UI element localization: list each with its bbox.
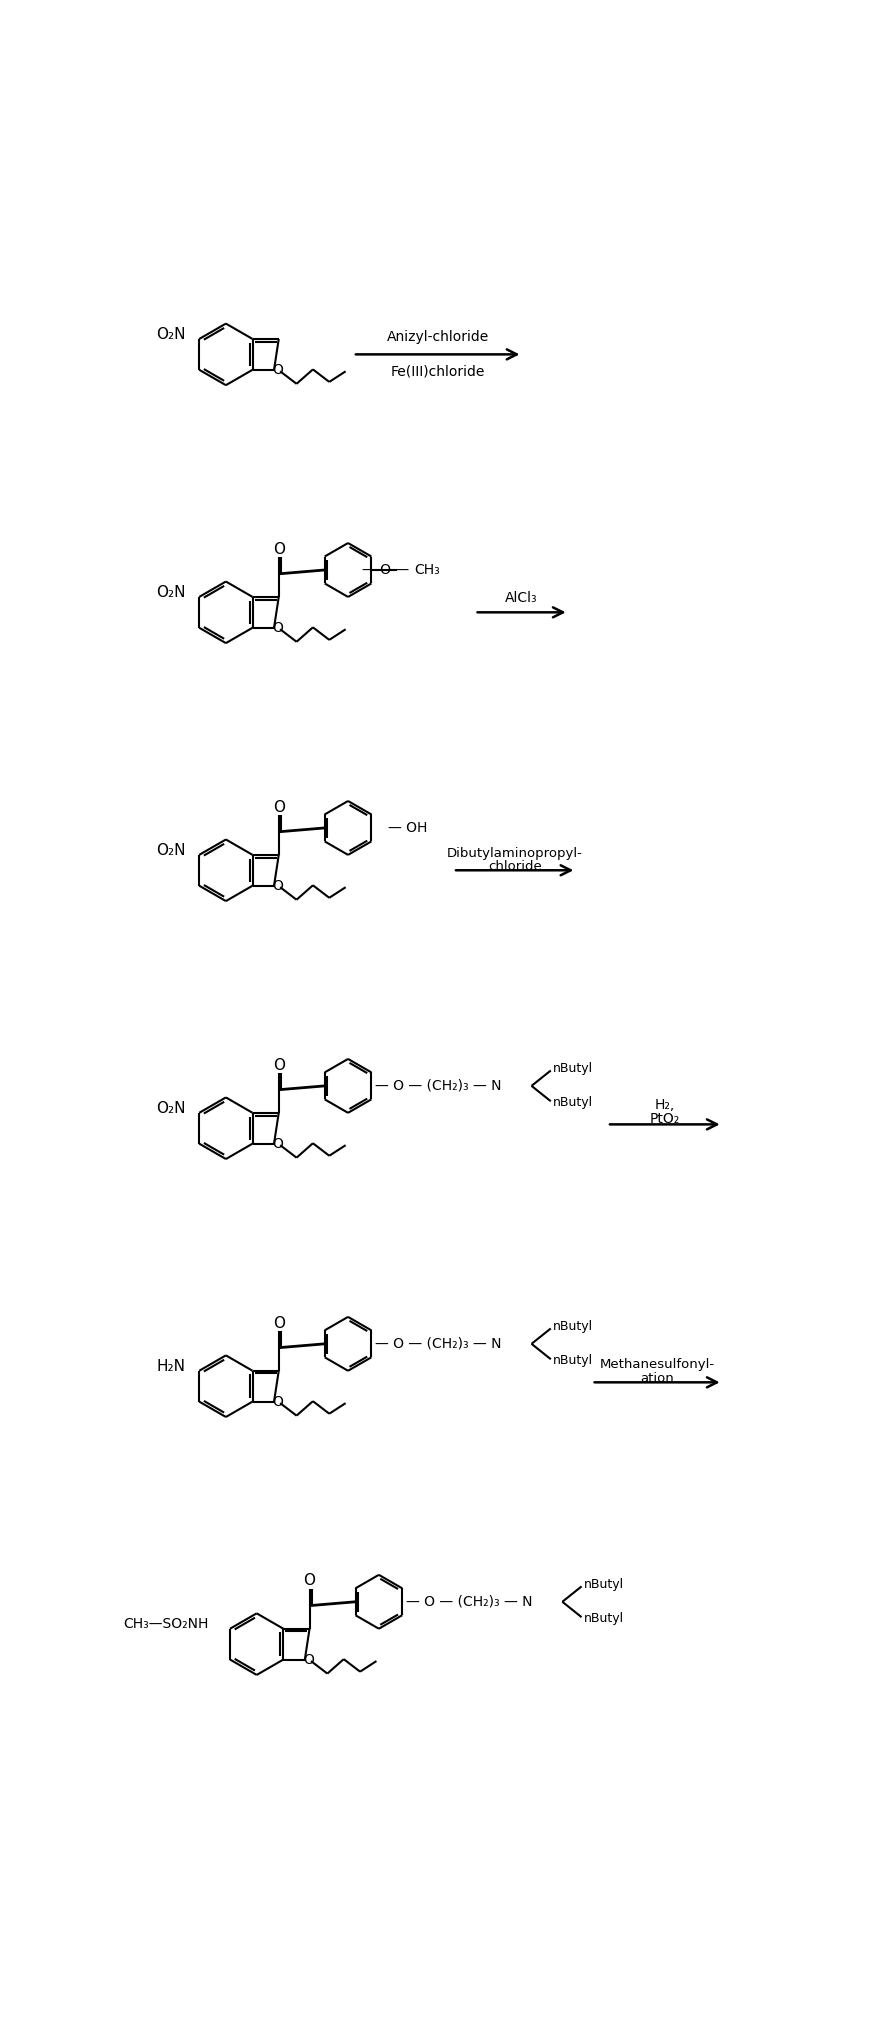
Text: O: O — [272, 1315, 285, 1331]
Text: ation: ation — [641, 1372, 674, 1384]
Text: CH₃—SO₂NH: CH₃—SO₂NH — [123, 1617, 209, 1632]
Text: — O — (CH₂)₃ — N: — O — (CH₂)₃ — N — [406, 1595, 532, 1607]
Text: Fe(III)chloride: Fe(III)chloride — [391, 363, 485, 378]
Text: AlCl₃: AlCl₃ — [505, 592, 538, 606]
Text: Dibutylaminopropyl-: Dibutylaminopropyl- — [447, 847, 582, 860]
Text: nButyl: nButyl — [584, 1613, 624, 1625]
Text: O₂N: O₂N — [156, 584, 185, 600]
Text: O: O — [272, 1395, 283, 1409]
Text: O: O — [272, 1137, 283, 1150]
Text: O: O — [272, 363, 283, 378]
Text: Methanesulfonyl-: Methanesulfonyl- — [599, 1358, 715, 1370]
Text: O₂N: O₂N — [156, 843, 185, 858]
Text: — O — (CH₂)₃ — N: — O — (CH₂)₃ — N — [375, 1335, 502, 1350]
Text: nButyl: nButyl — [553, 1354, 593, 1368]
Text: O: O — [272, 621, 283, 635]
Text: H₂N: H₂N — [157, 1358, 185, 1374]
Text: Anizyl-chloride: Anizyl-chloride — [386, 331, 488, 345]
Text: O: O — [272, 800, 285, 815]
Text: H₂,: H₂, — [655, 1099, 675, 1113]
Text: nButyl: nButyl — [553, 1097, 593, 1109]
Text: O: O — [303, 1652, 314, 1666]
Text: O₂N: O₂N — [156, 327, 185, 341]
Text: nButyl: nButyl — [584, 1578, 624, 1591]
Text: O: O — [272, 878, 283, 892]
Text: O: O — [272, 1058, 285, 1072]
Text: chloride: chloride — [487, 860, 541, 872]
Text: CH₃: CH₃ — [415, 564, 440, 578]
Text: — O —: — O — — [362, 564, 409, 578]
Text: — O — (CH₂)₃ — N: — O — (CH₂)₃ — N — [375, 1078, 502, 1092]
Text: O: O — [272, 541, 285, 557]
Text: PtO₂: PtO₂ — [650, 1113, 680, 1125]
Text: nButyl: nButyl — [553, 1321, 593, 1333]
Text: O: O — [304, 1574, 315, 1589]
Text: nButyl: nButyl — [553, 1062, 593, 1076]
Text: O₂N: O₂N — [156, 1101, 185, 1115]
Text: — OH: — OH — [388, 821, 427, 835]
